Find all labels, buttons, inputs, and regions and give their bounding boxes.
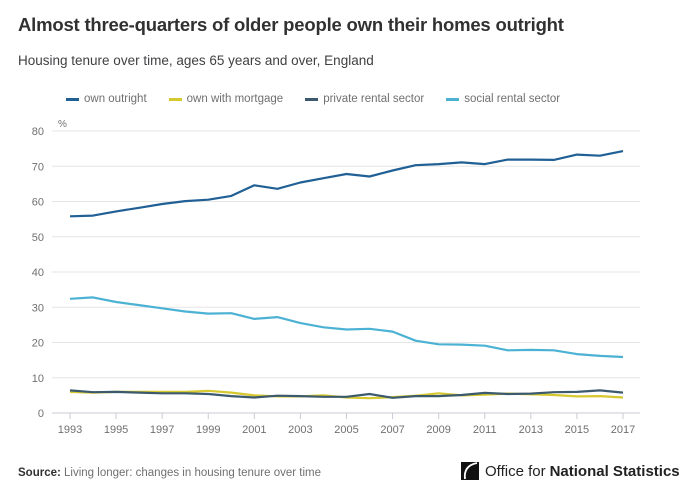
y-tick-label: 70 <box>32 161 44 173</box>
legend-item: private rental sector <box>305 93 424 105</box>
legend-label: social rental sector <box>464 93 561 105</box>
chart-subtitle: Housing tenure over time, ages 65 years … <box>18 53 374 68</box>
y-tick-label: 0 <box>38 408 44 420</box>
y-tick-label: 80 <box>32 126 44 138</box>
ons-brand: Office for National Statistics <box>461 462 680 480</box>
x-tick-label: 1997 <box>150 424 174 436</box>
x-tick-label: 1999 <box>196 424 220 436</box>
series-line-private-rental-sector <box>69 389 624 399</box>
x-tick-label: 1993 <box>58 424 82 436</box>
legend: own outright own with mortgage private ren… <box>66 93 582 105</box>
x-tick-label: 2013 <box>519 424 543 436</box>
x-tick-label: 2009 <box>426 424 450 436</box>
legend-item: own outright <box>66 93 147 105</box>
y-tick-label: 40 <box>32 267 44 279</box>
legend-label: private rental sector <box>323 93 425 105</box>
y-tick-label: 30 <box>32 302 44 314</box>
source-note: Source: Living longer: changes in housin… <box>18 467 321 479</box>
x-tick-label: 2011 <box>473 424 497 436</box>
chart-title: Almost three-quarters of older people ow… <box>18 14 564 35</box>
legend-swatch <box>305 97 319 101</box>
legend-label: own outright <box>84 93 147 105</box>
legend-swatch <box>446 97 460 101</box>
source-text: Living longer: changes in housing tenure… <box>64 467 322 479</box>
legend-item: social rental sector <box>446 93 560 105</box>
legend-label: own with mortgage <box>186 93 284 105</box>
x-tick-label: 2001 <box>242 424 266 436</box>
legend-swatch <box>168 97 182 101</box>
brand-text-bold: National Statistics <box>549 462 680 480</box>
legend-item: own with mortgage <box>168 93 284 105</box>
x-tick-label: 1995 <box>104 424 128 436</box>
x-tick-label: 2007 <box>380 424 404 436</box>
x-tick-label: 2015 <box>565 424 589 436</box>
ons-logo-icon <box>461 462 479 480</box>
series-line-own-outright <box>69 150 624 218</box>
y-axis-unit: % <box>58 119 67 130</box>
brand-text-light: Office for <box>485 462 546 480</box>
x-tick-label: 2003 <box>288 424 312 436</box>
source-label: Source: <box>18 467 61 479</box>
series-line-social-rental-sector <box>69 296 624 359</box>
x-tick-label: 2017 <box>611 424 635 436</box>
y-tick-label: 50 <box>32 232 44 244</box>
y-tick-label: 20 <box>32 338 44 350</box>
y-tick-label: 10 <box>32 373 44 385</box>
y-tick-label: 60 <box>32 197 44 209</box>
x-tick-label: 2005 <box>334 424 358 436</box>
legend-swatch <box>66 97 79 101</box>
